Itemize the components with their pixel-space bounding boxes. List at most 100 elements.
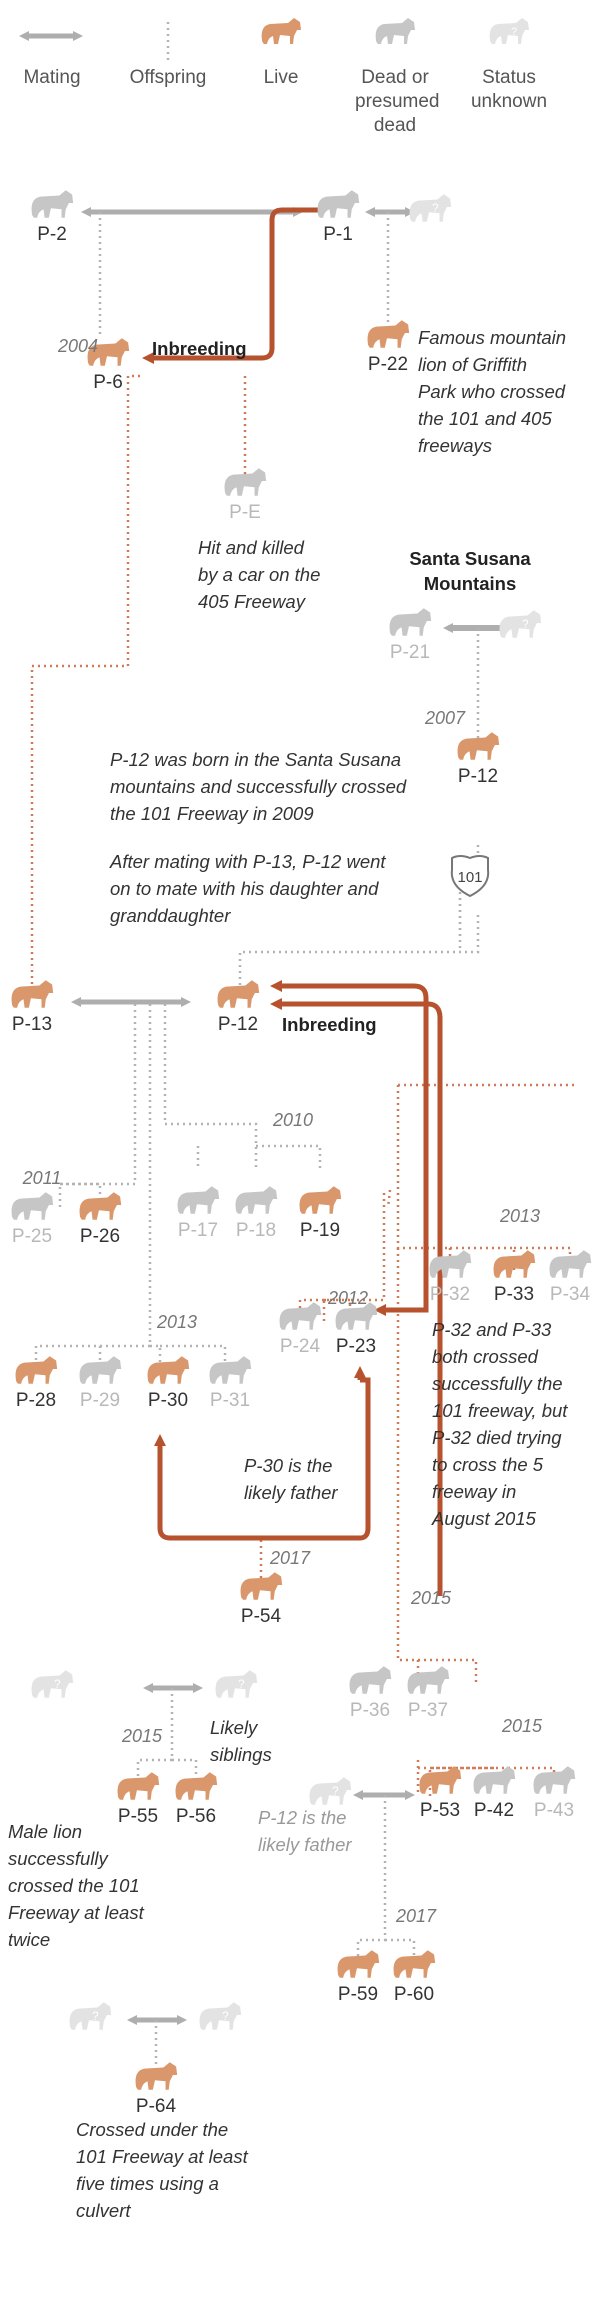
lion-p22-icon: [363, 316, 413, 352]
svg-text:?: ?: [238, 1678, 245, 1691]
note-p64: Crossed under the 101 Freeway at least fiv…: [76, 2119, 248, 2221]
lion-p29-icon: [75, 1352, 125, 1388]
lion-p28-label: P-28: [15, 1390, 57, 1411]
lion-p37-label: P-37: [407, 1700, 449, 1721]
legend-unknown-lion-icon: ?: [486, 14, 532, 48]
lion-p6-label: P-6: [93, 372, 123, 393]
lion-p64-label: P-64: [135, 2096, 177, 2117]
svg-text:?: ?: [522, 618, 529, 631]
lion-p12top-label: P-12: [457, 766, 499, 787]
unknown-parent-lion-icon: ?: [65, 1998, 115, 2034]
lion-p60-label: P-60: [393, 1984, 435, 2005]
unknown-parent-lion-icon: ?: [405, 190, 455, 226]
lion-p18-label: P-18: [235, 1220, 277, 1241]
lion-p19-icon: [295, 1182, 345, 1218]
svg-text:?: ?: [54, 1678, 61, 1691]
lion-p54-icon: [236, 1568, 286, 1604]
year-label: 2010: [272, 1110, 314, 1130]
lion-p43-icon: [529, 1762, 579, 1798]
year-label: 2013: [499, 1206, 541, 1226]
lion-p13-label: P-13: [11, 1014, 53, 1035]
lion-pe-label: P-E: [229, 502, 261, 523]
svg-text:?: ?: [222, 2010, 229, 2023]
lion-p13-icon: [7, 976, 57, 1012]
legend-live-lion-icon: [258, 14, 304, 48]
year-label: 2012: [327, 1288, 369, 1308]
note-p12-father: P-12 is the likely father: [258, 1807, 352, 1855]
svg-text:?: ?: [432, 202, 439, 215]
lion-p31-icon: [205, 1352, 255, 1388]
lion-p33-icon: [489, 1246, 539, 1282]
year-label: 2015: [121, 1726, 163, 1746]
lion-p37-icon: [403, 1662, 453, 1698]
lion-p56-icon: [171, 1768, 221, 1804]
inbreeding-header: Inbreeding: [282, 1014, 377, 1035]
year-label: 2017: [395, 1906, 437, 1926]
lion-p59-icon: [333, 1946, 383, 1982]
legend-offspring-label: Offspring: [129, 67, 207, 88]
lion-p55-icon: [113, 1768, 163, 1804]
santa-susana-header: Santa Susana Mountains: [409, 548, 531, 594]
inbreeding-header: Inbreeding: [152, 338, 247, 359]
year-label: 2015: [410, 1588, 452, 1608]
lion-p24-label: P-24: [279, 1336, 321, 1357]
lion-p28-icon: [11, 1352, 61, 1388]
lion-p25-label: P-25: [11, 1226, 53, 1247]
lion-p56-label: P-56: [175, 1806, 217, 1827]
unknown-parent-lion-icon: ?: [211, 1666, 261, 1702]
unknown-parent-lion-icon: ?: [195, 1998, 245, 2034]
lion-p12top-icon: [453, 728, 503, 764]
lion-p54-label: P-54: [240, 1606, 282, 1627]
lion-p34-icon: [545, 1246, 595, 1282]
lion-p36-icon: [345, 1662, 395, 1698]
highway-101-shield-icon: 101: [446, 852, 494, 905]
note-siblings: Likely siblings: [210, 1717, 272, 1765]
note-p12-born: P-12 was born in the Santa Susana mountai…: [110, 749, 407, 824]
year-label: 2013: [156, 1312, 198, 1332]
lion-p1-label: P-1: [323, 224, 353, 245]
lion-p42-icon: [469, 1762, 519, 1798]
lion-p21-label: P-21: [389, 642, 431, 663]
lion-p18-icon: [231, 1182, 281, 1218]
year-label: 2007: [424, 708, 466, 728]
lion-p43-label: P-43: [533, 1800, 575, 1821]
lion-p42-label: P-42: [473, 1800, 515, 1821]
note-pe: Hit and killed by a car on the 405 Freeway: [198, 537, 321, 612]
lion-p34-label: P-34: [549, 1284, 591, 1305]
unknown-parent-lion-icon: ?: [495, 606, 545, 642]
lion-p22-label: P-22: [367, 354, 409, 375]
note-p30: P-30 is the likely father: [244, 1455, 338, 1503]
lion-p30-icon: [143, 1352, 193, 1388]
unknown-parent-lion-icon: ?: [27, 1666, 77, 1702]
lion-p31-label: P-31: [209, 1390, 251, 1411]
note-p22: Famous mountain lion of Griffith Park who …: [418, 327, 567, 456]
highway-number: 101: [457, 869, 482, 886]
lion-pe-icon: [220, 464, 270, 500]
lion-p23-label: P-23: [335, 1336, 377, 1357]
lion-p12-icon: [213, 976, 263, 1012]
lion-p26-icon: [75, 1188, 125, 1224]
legend-dead-label: Dead or presumed dead: [355, 67, 440, 136]
year-label: 2011: [22, 1168, 62, 1188]
lion-p6-icon: [83, 334, 133, 370]
lion-p32-label: P-32: [429, 1284, 471, 1305]
note-male-lion: Male lion successfully crossed the 101 Free…: [8, 1821, 144, 1950]
lion-p32-icon: [425, 1246, 475, 1282]
lion-p36-label: P-36: [349, 1700, 391, 1721]
note-p32-p33: P-32 and P-33 both crossed successfully th…: [432, 1319, 568, 1529]
lion-p60-icon: [389, 1946, 439, 1982]
year-label: 2017: [269, 1548, 311, 1568]
lion-p25-icon: [7, 1188, 57, 1224]
lion-p17-label: P-17: [177, 1220, 219, 1241]
svg-text:?: ?: [332, 1785, 339, 1798]
note-p12-mate: After mating with P-13, P-12 went on to m…: [110, 851, 386, 926]
lion-p23-icon: [331, 1298, 381, 1334]
lion-p55-label: P-55: [117, 1806, 159, 1827]
legend-unknown-label: Status unknown: [470, 67, 548, 112]
unknown-parent-lion-icon: ?: [305, 1773, 355, 1809]
lion-p24-icon: [275, 1298, 325, 1334]
lion-p53-label: P-53: [419, 1800, 461, 1821]
lion-p2-label: P-2: [37, 224, 67, 245]
svg-text:?: ?: [92, 2010, 99, 2023]
